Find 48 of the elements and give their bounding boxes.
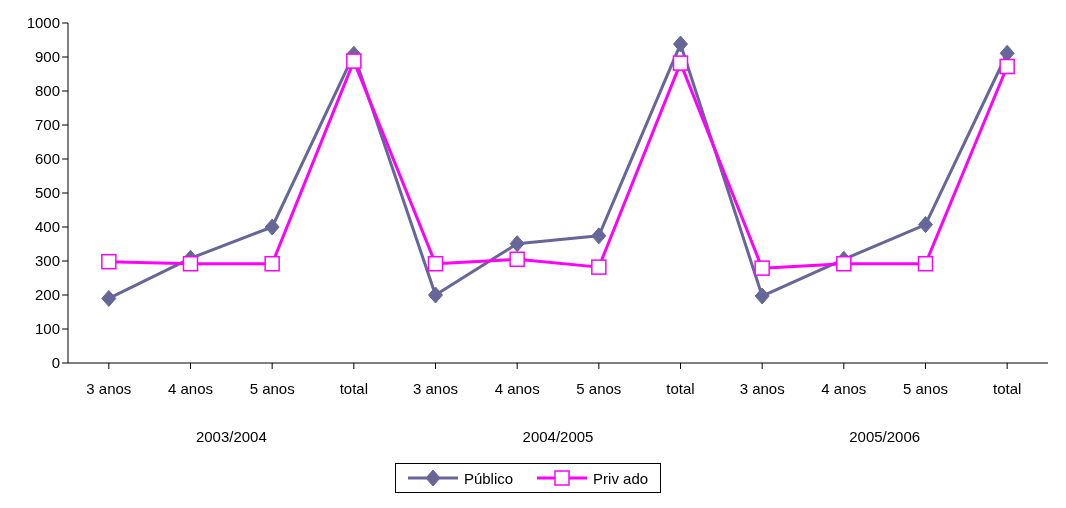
y-tick-label: 300: [34, 252, 60, 270]
x-tick-label: total: [992, 379, 1022, 397]
point: [591, 227, 607, 245]
point: [509, 251, 525, 268]
legend-label: Priv ado: [592, 468, 649, 488]
x-tick-label: total: [666, 379, 695, 397]
x-tick-label: 5 anos: [249, 379, 295, 397]
point: [427, 255, 444, 272]
x-tick-label: 3 anos: [86, 379, 132, 397]
y-tick-label: 0: [51, 354, 60, 372]
x-tick-label: 4 anos: [494, 379, 540, 397]
legend-label: Público: [462, 468, 514, 488]
point: [591, 259, 607, 275]
y-tick-label: 400: [34, 218, 60, 236]
x-tick-label: 3 anos: [739, 379, 785, 397]
text: 2003/2004: [195, 427, 267, 445]
point: [509, 235, 525, 253]
x-tick-label: total: [339, 379, 369, 397]
point: [264, 218, 280, 236]
point: [428, 286, 443, 304]
point: [754, 260, 770, 276]
point: [999, 58, 1015, 75]
y-tick-label: 600: [34, 150, 60, 168]
point: [101, 289, 117, 307]
point: [672, 55, 689, 71]
point: [917, 255, 934, 272]
point: [918, 216, 933, 234]
point: [673, 35, 688, 53]
point: [182, 255, 199, 272]
y-tick-label: 500: [34, 184, 60, 202]
x-tick-label: 3 anos: [412, 379, 459, 397]
y-tick-label: 900: [34, 48, 60, 66]
y-tick-label: 1000: [26, 14, 60, 32]
text: 2005/2006: [849, 427, 921, 445]
point: [264, 255, 280, 272]
x-tick-label: 4 anos: [821, 379, 867, 397]
x-tick-label: 5 anos: [576, 379, 622, 397]
point: [836, 255, 852, 272]
text: 2004/2005: [522, 427, 594, 445]
x-tick-label: 4 anos: [167, 379, 214, 397]
point: [101, 253, 117, 270]
point: [346, 53, 362, 69]
y-tick-label: 700: [34, 116, 60, 134]
point: [754, 287, 770, 305]
y-tick-label: 200: [34, 286, 60, 304]
y-tick-label: 100: [34, 320, 60, 338]
x-tick-label: 5 anos: [902, 379, 949, 397]
y-tick-label: 800: [34, 82, 60, 100]
